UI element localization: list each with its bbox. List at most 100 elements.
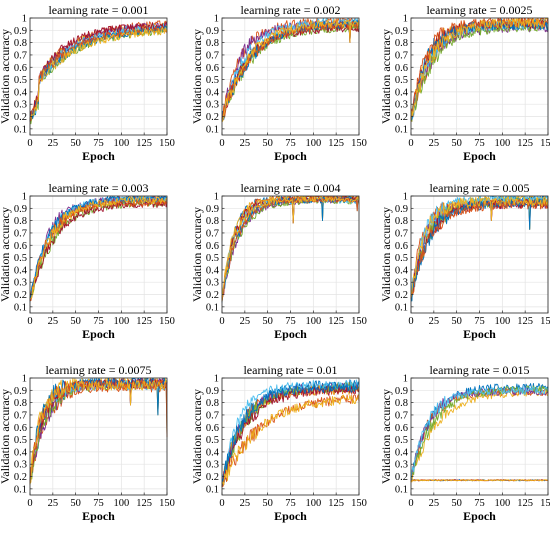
y-tick-label: 0.3 (395, 100, 408, 111)
y-tick-label: 0.5 (206, 253, 219, 264)
series-line-run-10 (29, 379, 168, 485)
y-tick-label: 0.6 (14, 423, 27, 434)
y-tick-label: 0.7 (395, 50, 408, 61)
x-tick-label: 0 (219, 498, 224, 509)
chart-panel-2: 0 25 50 75 100 125 150 0.10.20.3 0.40.50.6 0.70.8… (190, 3, 367, 163)
y-tick-label: 0.7 (14, 410, 27, 421)
y-tick-label: 0.7 (395, 410, 408, 421)
x-tick-label: 50 (451, 498, 462, 509)
y-tick-label: 0.6 (206, 241, 219, 252)
y-tick-label: 1 (214, 374, 219, 385)
chart-title: learning rate = 0.0075 (45, 363, 151, 377)
series-line-run-10 (221, 19, 360, 122)
x-tick-label: 100 (494, 138, 510, 149)
x-tick-label: 50 (70, 498, 81, 509)
y-tick-label: 0.4 (395, 87, 409, 98)
x-tick-label: 150 (351, 316, 367, 327)
y-tick-label: 0.9 (395, 204, 408, 215)
y-tick-label: 0.5 (14, 435, 27, 446)
series-line-run-9 (29, 26, 168, 122)
x-tick-label: 150 (540, 498, 550, 509)
x-tick-label: 125 (328, 316, 344, 327)
x-tick-label: 100 (305, 316, 321, 327)
y-tick-label: 0.2 (395, 290, 408, 301)
chart-title: learning rate = 0.015 (429, 363, 529, 377)
y-tick-label: 0.5 (395, 435, 408, 446)
y-tick-label: 0.9 (395, 26, 408, 37)
y-tick-label: 0.6 (14, 241, 27, 252)
y-tick-label: 0.2 (395, 472, 408, 483)
x-tick-label: 25 (429, 498, 440, 509)
x-tick-label: 25 (240, 498, 251, 509)
x-tick-label: 100 (113, 498, 129, 509)
chart-panel-7: 0 25 50 75 100 125 150 0.10.20.3 0.40.50.6 0.70.8… (0, 363, 175, 523)
x-tick-label: 100 (305, 498, 321, 509)
chart-title: learning rate = 0.005 (429, 181, 529, 195)
chart-panel-8: 0 25 50 75 100 125 150 0.10.20.3 0.40.50.6 0.70.8… (190, 363, 367, 523)
y-tick-label: 0.6 (206, 423, 219, 434)
y-tick-label: 0.1 (14, 302, 27, 313)
y-tick-label: 0.3 (14, 100, 27, 111)
y-tick-label: 0.6 (206, 63, 219, 74)
chart-title: learning rate = 0.0025 (426, 3, 532, 17)
y-tick-label: 1 (403, 374, 408, 385)
y-tick-label: 0.6 (395, 63, 408, 74)
y-axis-label: Validation accuracy (0, 29, 12, 124)
chart-panel-4: 0 25 50 75 100 125 150 0.10.20.3 0.40.50.6 0.70.8… (0, 181, 175, 341)
x-tick-label: 75 (93, 316, 104, 327)
y-tick-label: 0.3 (395, 278, 408, 289)
y-tick-label: 0.8 (14, 216, 27, 227)
x-tick-label: 50 (70, 316, 81, 327)
y-tick-label: 0.6 (395, 241, 408, 252)
y-tick-label: 0.2 (14, 112, 27, 123)
x-tick-label: 50 (262, 138, 273, 149)
x-axis-label: Epoch (82, 149, 115, 163)
y-tick-label: 0.1 (14, 124, 27, 135)
y-tick-label: 0.7 (206, 50, 219, 61)
chart-title: learning rate = 0.01 (243, 363, 337, 377)
x-tick-label: 150 (159, 316, 175, 327)
x-tick-label: 25 (48, 498, 59, 509)
x-axis-label: Epoch (274, 149, 307, 163)
x-tick-label: 150 (351, 498, 367, 509)
y-axis-label: Validation accuracy (0, 389, 12, 484)
x-tick-label: 125 (136, 316, 152, 327)
y-tick-label: 0.5 (395, 75, 408, 86)
chart-title: learning rate = 0.001 (48, 3, 148, 17)
y-tick-label: 1 (22, 192, 27, 203)
x-tick-label: 150 (159, 138, 175, 149)
x-tick-label: 50 (451, 316, 462, 327)
chart-title: learning rate = 0.002 (240, 3, 340, 17)
x-tick-label: 75 (474, 316, 485, 327)
y-tick-label: 0.4 (206, 87, 220, 98)
series-line-run-6 (410, 386, 549, 481)
x-tick-label: 100 (113, 316, 129, 327)
x-axis-label: Epoch (274, 327, 307, 341)
y-tick-label: 0.3 (14, 460, 27, 471)
y-tick-label: 0.7 (14, 50, 27, 61)
x-tick-label: 0 (27, 498, 32, 509)
x-tick-label: 150 (540, 138, 550, 149)
x-tick-label: 75 (474, 498, 485, 509)
x-tick-label: 75 (285, 316, 296, 327)
y-tick-label: 0.4 (14, 265, 28, 276)
x-tick-label: 125 (517, 316, 533, 327)
x-tick-label: 75 (285, 498, 296, 509)
y-tick-label: 0.2 (206, 112, 219, 123)
y-tick-label: 0.5 (14, 253, 27, 264)
y-tick-label: 0.2 (14, 290, 27, 301)
x-tick-label: 25 (429, 138, 440, 149)
y-tick-label: 0.3 (14, 278, 27, 289)
y-tick-label: 0.9 (14, 204, 27, 215)
x-tick-label: 125 (517, 138, 533, 149)
x-tick-label: 50 (262, 498, 273, 509)
y-tick-label: 0.9 (14, 26, 27, 37)
x-tick-label: 0 (408, 316, 413, 327)
x-tick-label: 125 (328, 498, 344, 509)
y-tick-label: 0.1 (14, 484, 27, 495)
y-axis-label: Validation accuracy (379, 207, 393, 302)
y-tick-label: 1 (22, 14, 27, 25)
x-axis-label: Epoch (274, 509, 307, 523)
y-tick-label: 0.4 (395, 447, 409, 458)
